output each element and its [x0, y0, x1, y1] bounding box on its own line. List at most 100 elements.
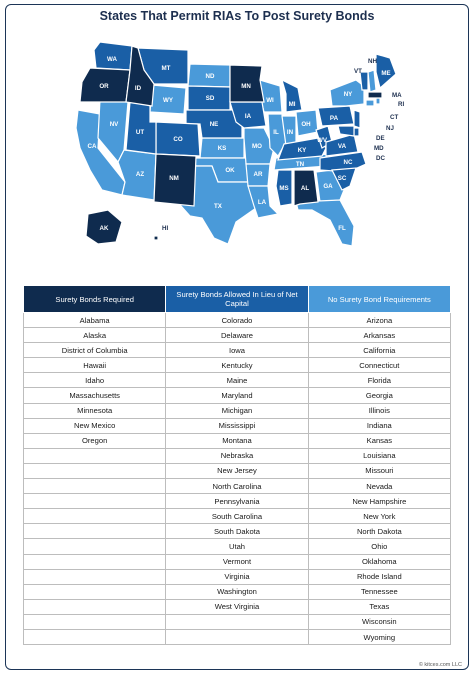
header-none: No Surety Bond Requirements	[307, 285, 452, 313]
table-cell: Louisiana	[307, 447, 452, 464]
table-row: Washington Tennessee	[22, 583, 452, 600]
table-cell	[165, 613, 309, 630]
table-cell: North Dakota	[307, 523, 452, 540]
label-il: IL	[273, 129, 279, 136]
state-nj	[353, 109, 361, 129]
table-cell: Tennessee	[307, 583, 452, 600]
table-row: New Mexico Mississippi Indiana	[22, 417, 452, 434]
table-cell: Texas	[307, 598, 452, 615]
table-cell: Kansas	[307, 432, 452, 449]
table-cell: Arkansas	[307, 327, 452, 344]
state-id	[125, 45, 155, 107]
table-cell: Idaho	[22, 372, 167, 389]
state-ky	[277, 137, 327, 161]
table-body: Alabama Colorado Arizona Alaska Delaware Arka…	[22, 311, 452, 646]
table-cell	[165, 628, 309, 646]
label-ct: CT	[390, 114, 398, 121]
state-or	[79, 67, 131, 103]
label-mo: MO	[252, 143, 262, 150]
table-cell: New Mexico	[22, 417, 167, 434]
table-cell: Montana	[165, 432, 309, 449]
header-required: Surety Bonds Required	[22, 285, 167, 313]
table-cell: Delaware	[165, 327, 309, 344]
header-allowed: Surety Bonds Allowed In Lieu of Net Capi…	[165, 285, 309, 313]
label-nd: ND	[206, 73, 215, 80]
table-cell: Maryland	[165, 387, 309, 404]
state-table: Surety Bonds Required Surety Bonds Allow…	[22, 285, 452, 646]
state-ms	[275, 169, 293, 207]
state-nc	[319, 151, 367, 173]
label-sc: SC	[338, 175, 347, 182]
table-cell	[22, 553, 167, 570]
table-cell	[22, 568, 167, 585]
table-cell: Vermont	[165, 553, 309, 570]
label-nm: NM	[169, 175, 179, 182]
label-ut: UT	[136, 129, 144, 136]
table-cell: Hawaii	[22, 357, 167, 374]
state-ma	[367, 91, 383, 99]
table-cell: South Carolina	[165, 508, 309, 525]
table-row: Wyoming	[22, 628, 452, 646]
label-la: LA	[258, 199, 267, 206]
state-ak	[85, 209, 123, 245]
label-ma: MA	[392, 92, 402, 99]
table-cell: Alaska	[22, 327, 167, 344]
label-oh: OH	[301, 121, 311, 128]
table-cell: Utah	[165, 538, 309, 555]
state-ri	[375, 97, 381, 105]
table-cell: District of Columbia	[22, 342, 167, 359]
label-ne: NE	[210, 121, 219, 128]
table-cell: South Dakota	[165, 523, 309, 540]
table-row: North Carolina Nevada	[22, 478, 452, 495]
state-ny	[329, 79, 365, 107]
label-ak: AK	[100, 225, 109, 232]
states-allowed	[93, 41, 397, 207]
state-nh	[367, 69, 377, 93]
label-wi: WI	[266, 97, 274, 104]
states-none	[75, 63, 381, 247]
table-row: Idaho Maine Florida	[22, 372, 452, 389]
label-de: DE	[376, 135, 385, 142]
label-in: IN	[287, 129, 294, 136]
label-ca: CA	[88, 143, 97, 150]
table-cell	[22, 478, 167, 495]
table-cell	[22, 538, 167, 555]
state-md	[337, 125, 355, 137]
us-map: WA OR ID MT ND MN WI MI NY ME VT NH MA R…	[50, 30, 424, 266]
label-dc: DC	[376, 155, 385, 162]
table-cell: Illinois	[307, 402, 452, 419]
table-cell	[22, 493, 167, 510]
table-cell: New York	[307, 508, 452, 525]
label-wa: WA	[107, 56, 117, 63]
table-cell	[22, 598, 167, 615]
table-cell: Colorado	[165, 311, 309, 329]
state-sc	[331, 167, 357, 191]
table-cell: Virginia	[165, 568, 309, 585]
state-de	[353, 127, 360, 137]
table-cell: Alabama	[22, 311, 167, 329]
table-cell: Rhode Island	[307, 568, 452, 585]
table-cell: West Virginia	[165, 598, 309, 615]
table-cell: Arizona	[307, 311, 452, 329]
label-or: OR	[99, 83, 109, 90]
table-row: Pennsylvania New Hampshire	[22, 493, 452, 510]
table-cell: Maine	[165, 372, 309, 389]
table-cell: Georgia	[307, 387, 452, 404]
table-header-row: Surety Bonds Required Surety Bonds Allow…	[22, 285, 452, 313]
label-pa: PA	[330, 115, 339, 122]
label-ms: MS	[279, 185, 288, 192]
label-nh: NH	[368, 58, 377, 65]
state-nm	[153, 153, 197, 207]
table-cell: Washington	[165, 583, 309, 600]
table-cell: New Hampshire	[307, 493, 452, 510]
credit-text: © kitces.com LLC	[418, 662, 462, 668]
states-required	[79, 45, 383, 245]
table-cell	[22, 523, 167, 540]
state-la	[247, 185, 280, 219]
label-hi: HI	[162, 225, 168, 232]
table-cell: Florida	[307, 372, 452, 389]
label-wy: WY	[163, 97, 174, 104]
table-row: South Carolina New York	[22, 508, 452, 525]
table-cell: Nebraska	[165, 447, 309, 464]
state-labels: WA OR ID MT ND MN WI MI NY ME VT NH MA R…	[88, 56, 405, 232]
